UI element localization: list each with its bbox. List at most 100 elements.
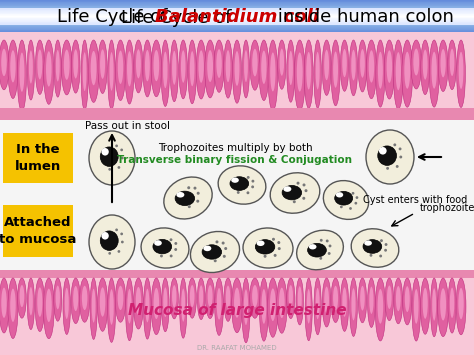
Ellipse shape [289, 51, 293, 85]
Text: Cyst enters with food: Cyst enters with food [363, 195, 467, 205]
Ellipse shape [413, 49, 419, 76]
Ellipse shape [250, 40, 260, 90]
Ellipse shape [208, 285, 213, 307]
Ellipse shape [80, 278, 90, 322]
Ellipse shape [360, 49, 365, 78]
Circle shape [356, 196, 358, 199]
Ellipse shape [298, 286, 302, 312]
Circle shape [349, 207, 352, 210]
Circle shape [252, 180, 255, 182]
Ellipse shape [27, 278, 35, 329]
Circle shape [251, 185, 254, 188]
Ellipse shape [364, 240, 372, 246]
Ellipse shape [88, 40, 99, 102]
Ellipse shape [91, 289, 96, 323]
Ellipse shape [224, 40, 232, 98]
Ellipse shape [188, 40, 196, 104]
Ellipse shape [37, 287, 43, 317]
Ellipse shape [351, 50, 356, 81]
FancyBboxPatch shape [3, 133, 73, 183]
Ellipse shape [128, 289, 132, 323]
Ellipse shape [268, 40, 278, 111]
Circle shape [379, 255, 382, 257]
Ellipse shape [36, 40, 45, 94]
Ellipse shape [170, 40, 178, 102]
Ellipse shape [134, 40, 143, 93]
Circle shape [222, 241, 225, 245]
Ellipse shape [456, 40, 465, 108]
Ellipse shape [154, 240, 162, 246]
Ellipse shape [101, 148, 109, 155]
Ellipse shape [164, 177, 212, 219]
Circle shape [355, 202, 357, 204]
Bar [0, 7, 474, 8]
Circle shape [384, 249, 387, 252]
Ellipse shape [10, 289, 16, 322]
Ellipse shape [10, 50, 16, 82]
Circle shape [120, 233, 123, 235]
Ellipse shape [432, 288, 436, 321]
Ellipse shape [256, 240, 264, 246]
Ellipse shape [387, 50, 392, 83]
Circle shape [399, 147, 401, 150]
Ellipse shape [440, 288, 446, 321]
Circle shape [302, 184, 306, 186]
Ellipse shape [430, 278, 438, 337]
Ellipse shape [118, 286, 123, 310]
Ellipse shape [349, 40, 357, 96]
Ellipse shape [71, 40, 80, 93]
Ellipse shape [351, 229, 399, 267]
Ellipse shape [308, 244, 326, 257]
Ellipse shape [89, 215, 135, 269]
Circle shape [384, 243, 387, 246]
Ellipse shape [342, 287, 347, 317]
Ellipse shape [54, 40, 62, 97]
Ellipse shape [450, 288, 454, 318]
Ellipse shape [125, 40, 134, 104]
Ellipse shape [423, 50, 428, 80]
Ellipse shape [420, 278, 430, 334]
Ellipse shape [55, 285, 60, 309]
Ellipse shape [324, 50, 329, 80]
Ellipse shape [188, 278, 196, 318]
Ellipse shape [243, 228, 293, 268]
Circle shape [319, 257, 322, 260]
Ellipse shape [402, 40, 413, 107]
Ellipse shape [71, 278, 80, 324]
Ellipse shape [91, 51, 97, 85]
Circle shape [370, 254, 373, 257]
Ellipse shape [214, 40, 224, 92]
Ellipse shape [283, 186, 292, 192]
Circle shape [304, 189, 308, 192]
Ellipse shape [56, 50, 60, 81]
Ellipse shape [396, 286, 401, 311]
Ellipse shape [396, 52, 401, 90]
Ellipse shape [363, 240, 382, 253]
Bar [0, 20, 474, 21]
Ellipse shape [448, 40, 456, 90]
Ellipse shape [118, 51, 123, 84]
Circle shape [326, 240, 328, 242]
Ellipse shape [89, 131, 135, 185]
Ellipse shape [197, 278, 205, 320]
Ellipse shape [379, 147, 387, 154]
Ellipse shape [136, 49, 141, 78]
Circle shape [109, 168, 111, 171]
Ellipse shape [64, 50, 70, 80]
Bar [0, 19, 474, 20]
Circle shape [216, 240, 219, 244]
Ellipse shape [100, 287, 105, 317]
Bar [0, 25, 474, 26]
Ellipse shape [216, 49, 222, 78]
Ellipse shape [199, 285, 203, 308]
Ellipse shape [450, 49, 455, 76]
Ellipse shape [145, 50, 150, 81]
Ellipse shape [340, 40, 349, 91]
Ellipse shape [64, 288, 69, 319]
Ellipse shape [411, 40, 421, 89]
Bar [0, 31, 474, 32]
Bar [0, 8, 474, 9]
Circle shape [264, 255, 266, 258]
Bar [0, 21, 474, 22]
Bar [0, 5, 474, 6]
